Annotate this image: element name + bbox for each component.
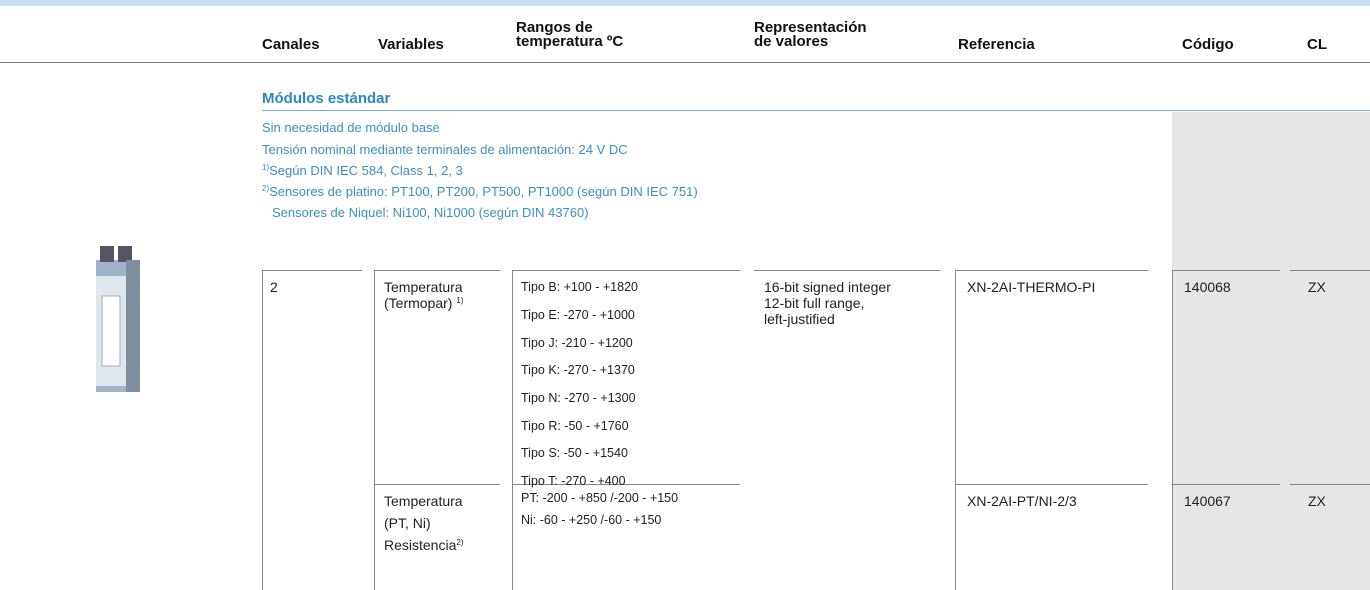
cell-rule [1172, 484, 1280, 485]
reference: XN-2AI-PT/NI-2/3 [967, 493, 1077, 509]
note: 1)Según DIN IEC 584, Class 1, 2, 3 [262, 163, 463, 178]
column-header: Variables [378, 36, 444, 53]
cell-rule [512, 270, 513, 590]
cell-rule [1290, 270, 1370, 271]
footnote-mark: 2) [456, 538, 464, 547]
range: Tipo K: -270 - +1370 [521, 363, 635, 377]
note-text: Según DIN IEC 584, Class 1, 2, 3 [269, 163, 463, 178]
cell-rule [955, 270, 956, 590]
range: Tipo S: -50 - +1540 [521, 446, 628, 460]
code: 140067 [1184, 493, 1231, 509]
cell-rule [1172, 270, 1280, 271]
note: Sin necesidad de módulo base [262, 120, 440, 135]
module-label [101, 295, 121, 367]
cell-rule [374, 484, 500, 485]
module-connector [100, 246, 114, 262]
note: Sensores de Niquel: Ni100, Ni1000 (según… [272, 205, 589, 220]
range: Ni: -60 - +250 /-60 - +150 [521, 513, 662, 527]
representation: 12-bit full range, [764, 295, 865, 311]
column-header: de valores [754, 33, 829, 50]
cl: ZX [1308, 279, 1326, 295]
note: Tensión nominal mediante terminales de a… [262, 142, 628, 157]
range: Tipo T: -270 - +400 [521, 474, 626, 488]
product-image [96, 246, 140, 392]
representation: left-justified [764, 311, 835, 327]
variable: Resistencia2) [384, 538, 464, 552]
channels: 2 [270, 279, 278, 295]
note-text: Sensores de platino: PT100, PT200, PT500… [269, 184, 698, 199]
range: Tipo E: -270 - +1000 [521, 308, 635, 322]
cell-rule [955, 484, 1148, 485]
column-header: Código [1182, 36, 1234, 53]
cell-rule [262, 270, 263, 590]
header-rule [0, 62, 1370, 63]
cell-rule [374, 484, 375, 590]
range: Tipo N: -270 - +1300 [521, 391, 636, 405]
range: PT: -200 - +850 /-200 - +150 [521, 491, 679, 505]
column-header: CL [1307, 36, 1327, 53]
cell-rule [1172, 270, 1173, 590]
column-header: temperatura ºC [516, 33, 624, 50]
top-bar [0, 0, 1370, 6]
footnote-mark: 1) [456, 296, 464, 305]
cl: ZX [1308, 493, 1326, 509]
variable: Temperatura [384, 279, 463, 295]
cell-rule [1290, 484, 1370, 485]
section-title: Módulos estándar [262, 90, 391, 107]
code-panel [1172, 112, 1370, 590]
reference: XN-2AI-THERMO-PI [967, 279, 1096, 295]
range: Tipo J: -210 - +1200 [521, 336, 633, 350]
module-side [126, 260, 140, 392]
cell-rule [512, 270, 740, 271]
column-header: Representación [754, 19, 867, 36]
cell-rule [374, 270, 500, 271]
cell-rule [262, 270, 362, 271]
footnote-mark: 2) [262, 184, 270, 193]
variable-text: Resistencia [384, 537, 457, 553]
column-header: Referencia [958, 36, 1035, 53]
cell-rule [512, 484, 740, 485]
cell-rule [955, 270, 1148, 271]
cell-rule [754, 270, 940, 271]
variable: (PT, Ni) [384, 515, 431, 531]
variable-text: (Termopar) [384, 295, 453, 311]
section-rule [262, 110, 1370, 111]
note: 2)Sensores de platino: PT100, PT200, PT5… [262, 184, 698, 199]
footnote-mark: 1) [262, 163, 270, 172]
cell-rule [374, 270, 375, 485]
variable: Temperatura [384, 493, 463, 509]
range: Tipo B: +100 - +1820 [521, 280, 638, 294]
column-header: Canales [262, 36, 320, 53]
code: 140068 [1184, 279, 1231, 295]
representation: 16-bit signed integer [764, 279, 891, 295]
range: Tipo R: -50 - +1760 [521, 419, 629, 433]
column-header: Rangos de [516, 19, 593, 36]
module-connector [118, 246, 132, 262]
variable: (Termopar) 1) [384, 296, 463, 310]
